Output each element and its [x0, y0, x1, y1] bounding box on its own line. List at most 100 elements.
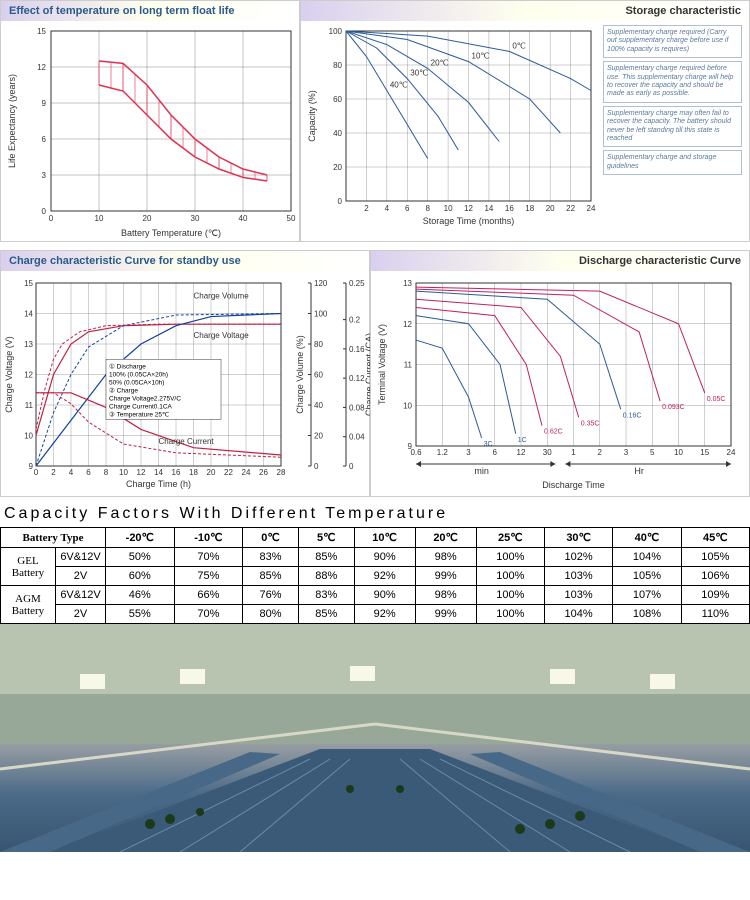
svg-text:10: 10: [119, 468, 128, 477]
svg-text:Charge Voltage: Charge Voltage: [194, 331, 250, 340]
panel-float-life: Effect of temperature on long term float…: [0, 0, 300, 242]
svg-text:28: 28: [277, 468, 286, 477]
svg-text:Discharge Time: Discharge Time: [542, 480, 605, 490]
svg-text:100% (0.05CA×20h): 100% (0.05CA×20h): [109, 371, 168, 378]
svg-text:1: 1: [571, 448, 576, 457]
panel1-title: Effect of temperature on long term float…: [1, 1, 299, 21]
svg-text:13: 13: [403, 279, 412, 288]
capacity-title: Capacity Factors With Different Temperat…: [0, 497, 750, 527]
svg-text:Hr: Hr: [634, 466, 644, 476]
svg-text:6: 6: [86, 468, 91, 477]
panel2-title: Storage characteristic: [301, 1, 749, 21]
svg-text:0: 0: [42, 207, 47, 216]
svg-text:0.62C: 0.62C: [544, 429, 563, 436]
svg-text:20: 20: [143, 214, 152, 223]
svg-text:0.35C: 0.35C: [581, 420, 600, 427]
svg-text:14: 14: [154, 468, 163, 477]
chart-discharge: 0.61.236123012351015249101112133C1C0.62C…: [371, 271, 749, 496]
svg-text:60: 60: [314, 371, 323, 380]
svg-text:50% (0.05CA×10h): 50% (0.05CA×10h): [109, 379, 164, 386]
svg-text:12: 12: [464, 204, 473, 213]
svg-text:9: 9: [42, 99, 47, 108]
svg-text:Charge Voltage (V): Charge Voltage (V): [4, 336, 14, 413]
svg-text:10: 10: [674, 448, 683, 457]
svg-text:Charge Volume: Charge Volume: [194, 291, 250, 300]
svg-text:2: 2: [598, 448, 603, 457]
svg-text:10: 10: [403, 401, 412, 410]
svg-text:min: min: [474, 466, 489, 476]
panel3-title: Charge characteristic Curve for standby …: [1, 251, 369, 271]
svg-text:Charge Voltage2.275V/C: Charge Voltage2.275V/C: [109, 395, 181, 402]
svg-text:50: 50: [287, 214, 296, 223]
svg-text:9: 9: [29, 462, 34, 471]
svg-text:12: 12: [24, 371, 33, 380]
svg-text:60: 60: [333, 95, 342, 104]
chart-storage: 2468101214161820222402040608010040℃30℃20…: [301, 21, 749, 241]
svg-text:14: 14: [484, 204, 493, 213]
svg-text:15: 15: [37, 27, 46, 36]
svg-text:① Discharge: ① Discharge: [109, 362, 146, 370]
svg-text:100: 100: [329, 27, 343, 36]
svg-text:15: 15: [24, 279, 33, 288]
svg-text:0.6: 0.6: [410, 448, 422, 457]
svg-text:15: 15: [700, 448, 709, 457]
svg-text:0: 0: [34, 468, 39, 477]
svg-text:Storage Time (months): Storage Time (months): [423, 216, 515, 226]
svg-text:80: 80: [333, 61, 342, 70]
svg-text:Terminal Voltage (V): Terminal Voltage (V): [377, 324, 387, 405]
svg-text:40: 40: [333, 129, 342, 138]
svg-text:0.08: 0.08: [349, 403, 365, 412]
svg-text:2: 2: [51, 468, 56, 477]
svg-text:0: 0: [314, 462, 319, 471]
svg-text:11: 11: [404, 361, 413, 370]
svg-text:24: 24: [727, 448, 736, 457]
svg-text:20: 20: [207, 468, 216, 477]
svg-text:3: 3: [42, 171, 47, 180]
svg-text:30: 30: [191, 214, 200, 223]
svg-text:20: 20: [333, 163, 342, 172]
svg-text:10℃: 10℃: [472, 52, 490, 61]
svg-text:Charge Time (h): Charge Time (h): [126, 479, 191, 489]
svg-text:16: 16: [505, 204, 514, 213]
svg-text:0.16C: 0.16C: [623, 412, 642, 419]
svg-text:22: 22: [566, 204, 575, 213]
svg-text:0.25: 0.25: [349, 279, 365, 288]
svg-text:24: 24: [242, 468, 251, 477]
svg-text:11: 11: [25, 401, 34, 410]
svg-text:3C: 3C: [484, 441, 493, 448]
svg-text:30: 30: [543, 448, 552, 457]
svg-text:16: 16: [172, 468, 181, 477]
svg-text:6: 6: [405, 204, 410, 213]
svg-text:12: 12: [403, 320, 412, 329]
svg-text:100: 100: [314, 310, 328, 319]
svg-text:20: 20: [314, 432, 323, 441]
svg-text:26: 26: [259, 468, 268, 477]
panel4-title: Discharge characteristic Curve: [371, 251, 749, 271]
svg-text:8: 8: [104, 468, 109, 477]
svg-text:1C: 1C: [518, 437, 527, 444]
chart-float-life: 0102030405003691215Battery Temperature (…: [1, 21, 299, 241]
svg-text:Charge Current: Charge Current: [159, 437, 215, 446]
svg-text:20: 20: [546, 204, 555, 213]
svg-text:120: 120: [314, 279, 328, 288]
svg-text:40℃: 40℃: [390, 81, 408, 90]
svg-text:0: 0: [338, 197, 343, 206]
svg-text:2: 2: [364, 204, 369, 213]
capacity-table: Battery Type-20℃-10℃0℃5℃10℃20℃25℃30℃40℃4…: [0, 527, 750, 624]
svg-text:4: 4: [69, 468, 74, 477]
svg-text:Capacity (%): Capacity (%): [307, 90, 317, 142]
factory-photo: [0, 624, 750, 852]
svg-text:5: 5: [650, 448, 655, 457]
svg-text:0.2: 0.2: [349, 316, 361, 325]
svg-text:0.05C: 0.05C: [707, 396, 726, 403]
svg-text:13: 13: [24, 340, 33, 349]
svg-text:18: 18: [525, 204, 534, 213]
svg-text:10: 10: [95, 214, 104, 223]
svg-text:Life Expectancy (years): Life Expectancy (years): [7, 74, 17, 168]
svg-text:9: 9: [408, 442, 413, 451]
svg-text:4: 4: [385, 204, 390, 213]
svg-text:14: 14: [24, 310, 33, 319]
svg-text:12: 12: [517, 448, 526, 457]
svg-text:40: 40: [314, 401, 323, 410]
chart-charge: 0246810121416182022242628910111213141502…: [1, 271, 369, 496]
